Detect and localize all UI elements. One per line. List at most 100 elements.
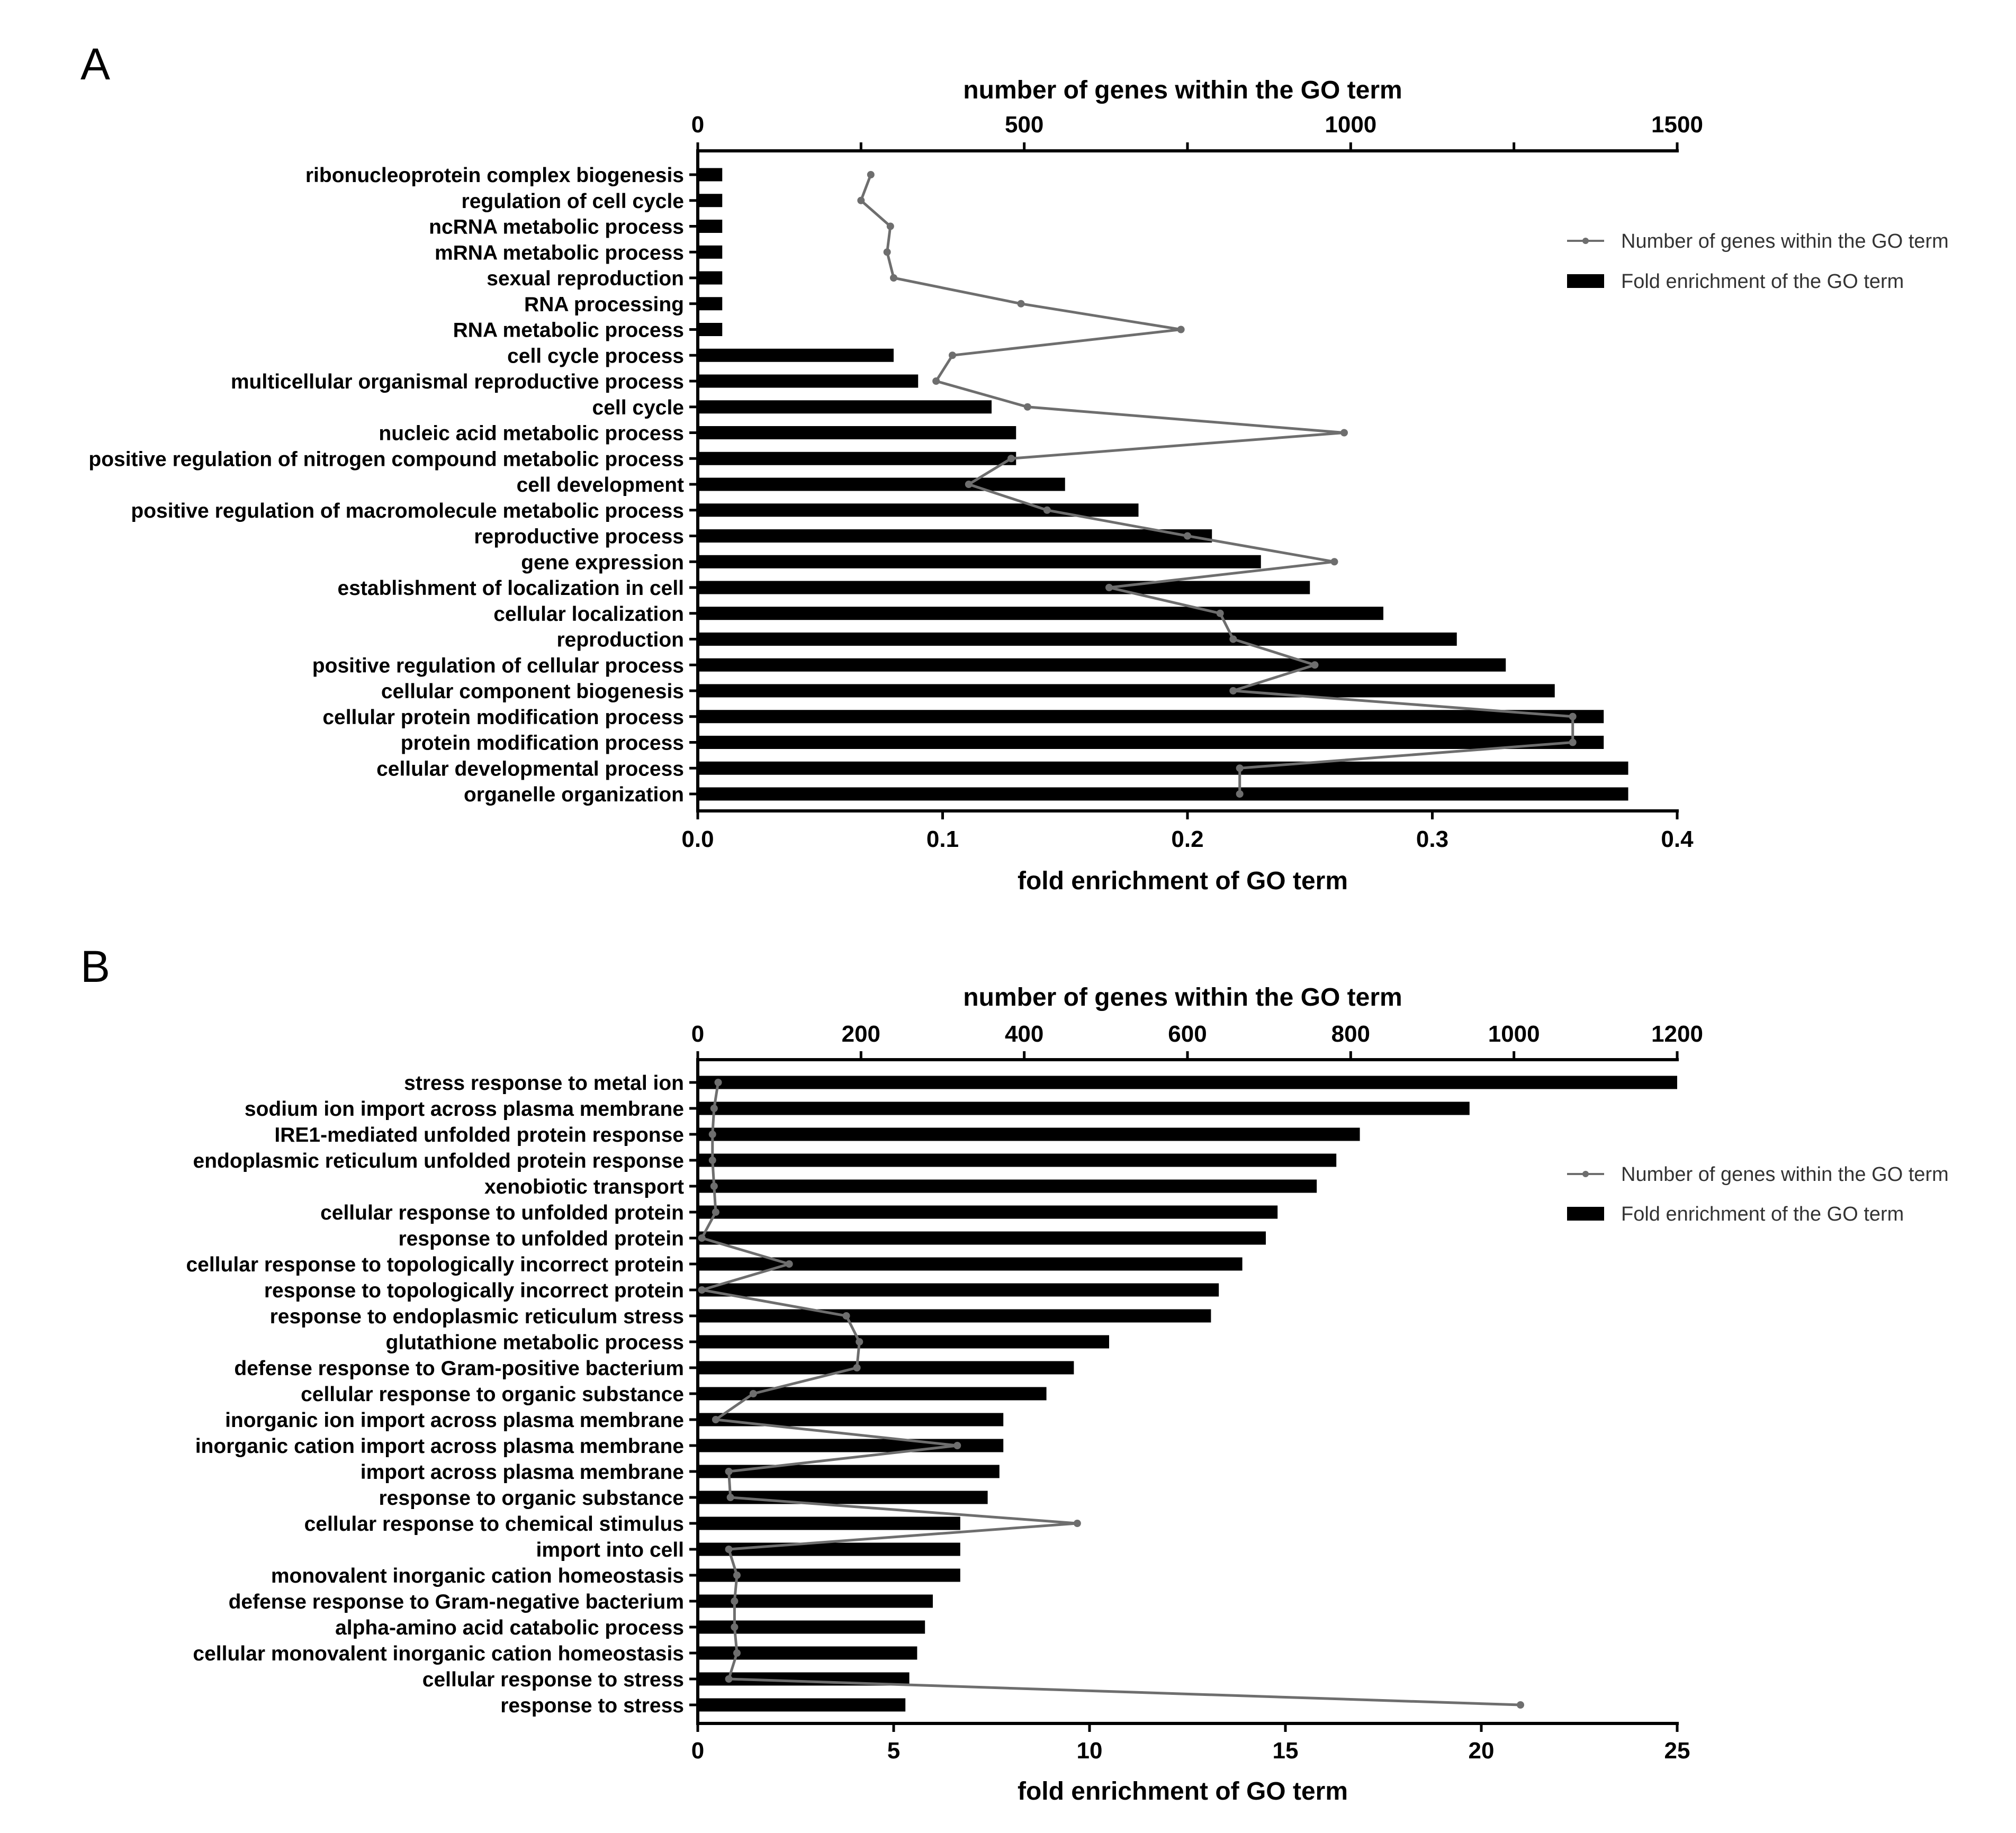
legend-line-label-a: Number of genes within the GO term <box>1621 230 1949 252</box>
gene-count-point <box>856 1338 863 1346</box>
top-axis-tick-label: 0 <box>691 1021 704 1047</box>
category-label: cellular monovalent inorganic cation hom… <box>193 1642 684 1665</box>
gene-count-point <box>733 1572 741 1579</box>
gene-count-point <box>708 1157 716 1164</box>
bar <box>698 1309 1211 1323</box>
category-label: response to endoplasmic reticulum stress <box>270 1305 684 1328</box>
top-axis-tick-label: 500 <box>1005 112 1043 138</box>
gene-count-point <box>698 1286 706 1294</box>
bottom-axis-tick-label: 0.4 <box>1661 826 1694 852</box>
top-axis-tick-label: 800 <box>1331 1021 1370 1047</box>
category-label: sexual reproduction <box>487 267 684 290</box>
category-label: RNA processing <box>524 293 684 316</box>
panel-a: A number of genes within the GO term fol… <box>80 39 1949 895</box>
gene-count-point <box>1216 609 1224 617</box>
category-label: cellular response to stress <box>422 1668 684 1691</box>
category-label: response to stress <box>500 1694 684 1717</box>
gene-count-point <box>1177 326 1185 333</box>
category-label: gene expression <box>521 551 684 574</box>
bar <box>698 1698 906 1712</box>
legend-bar-label-b: Fold enrichment of the GO term <box>1621 1203 1904 1225</box>
gene-count-point <box>785 1260 793 1268</box>
bottom-axis-tick-label: 15 <box>1273 1738 1299 1764</box>
bar <box>698 477 1065 491</box>
gene-count-point <box>1105 584 1113 591</box>
bar <box>698 297 723 311</box>
legend-bar-swatch-a <box>1567 274 1604 288</box>
top-axis-tick-label: 600 <box>1168 1021 1207 1047</box>
gene-count-point <box>1073 1520 1081 1527</box>
bottom-axis-tick-label: 25 <box>1664 1738 1690 1764</box>
category-label: cellular developmental process <box>376 757 684 780</box>
category-label: positive regulation of macromolecule met… <box>131 500 684 522</box>
bottom-axis-title-a: fold enrichment of GO term <box>1018 867 1348 895</box>
bar <box>698 555 1261 568</box>
bar <box>698 1516 960 1530</box>
gene-count-point <box>731 1597 739 1605</box>
gene-count-point <box>698 1234 706 1242</box>
category-label: sodium ion import across plasma membrane <box>245 1098 684 1121</box>
gene-count-point <box>712 1208 719 1216</box>
legend-marker-b <box>1582 1171 1589 1177</box>
bottom-axis-tick-label: 0.1 <box>926 826 959 852</box>
legend-b: Number of genes within the GO term Fold … <box>1567 1163 1949 1225</box>
gene-count-point <box>726 1494 734 1501</box>
category-label: cell development <box>517 474 684 496</box>
category-label: cellular protein modification process <box>322 706 684 729</box>
bottom-axis-tick-label: 10 <box>1077 1738 1103 1764</box>
gene-count-point <box>853 1364 861 1371</box>
legend-marker-a <box>1582 238 1589 244</box>
gene-count-point <box>1184 532 1191 540</box>
category-label: ncRNA metabolic process <box>429 216 684 239</box>
category-label: cellular localization <box>493 603 684 626</box>
bar <box>698 1335 1109 1349</box>
gene-count-point <box>712 1416 719 1423</box>
top-axis-tick-label: 400 <box>1005 1021 1043 1047</box>
bar <box>698 684 1555 698</box>
gene-count-point <box>953 1442 961 1449</box>
category-label: IRE1-mediated unfolded protein response <box>274 1124 684 1146</box>
bar <box>698 1205 1278 1219</box>
gene-count-point <box>1017 300 1025 308</box>
bar <box>698 374 919 388</box>
bar <box>698 452 1016 465</box>
bottom-axis-title-b: fold enrichment of GO term <box>1018 1777 1348 1805</box>
gene-count-point <box>1517 1701 1524 1709</box>
category-label: reproduction <box>557 629 685 652</box>
gene-count-point <box>883 248 891 256</box>
category-label: organelle organization <box>464 783 684 806</box>
bar <box>698 1283 1219 1297</box>
panel-letter-b: B <box>80 942 110 991</box>
top-axis-tick-label: 1500 <box>1651 112 1703 138</box>
category-label: import into cell <box>536 1539 684 1561</box>
bar <box>698 710 1604 724</box>
category-label: nucleic acid metabolic process <box>379 422 684 445</box>
category-label: response to organic substance <box>379 1487 685 1510</box>
gene-count-point <box>1007 455 1015 463</box>
bar <box>698 658 1506 672</box>
category-label: positive regulation of cellular process <box>312 654 684 677</box>
gene-count-point <box>731 1623 739 1631</box>
gene-count-point <box>733 1649 741 1657</box>
gene-count-point <box>1311 661 1319 669</box>
category-label: regulation of cell cycle <box>462 190 684 213</box>
bar <box>698 1127 1360 1141</box>
category-label: mRNA metabolic process <box>435 241 684 264</box>
panel-b: B number of genes within the GO term fol… <box>80 942 1949 1805</box>
top-axis-tick-label: 1000 <box>1325 112 1376 138</box>
gene-count-point <box>710 1182 718 1190</box>
bar <box>698 1361 1074 1375</box>
bottom-axis-tick-label: 0.3 <box>1416 826 1448 852</box>
gene-count-point <box>842 1312 850 1320</box>
category-label: response to topologically incorrect prot… <box>264 1279 684 1302</box>
gene-count-point <box>710 1105 718 1112</box>
legend-a: Number of genes within the GO term Fold … <box>1567 230 1949 293</box>
category-label: cell cycle process <box>507 345 684 367</box>
bar <box>698 348 894 362</box>
bar <box>698 194 723 207</box>
bar <box>698 168 723 182</box>
category-label: xenobiotic transport <box>484 1176 684 1198</box>
gene-count-point <box>1229 635 1237 643</box>
bar <box>698 1076 1677 1089</box>
